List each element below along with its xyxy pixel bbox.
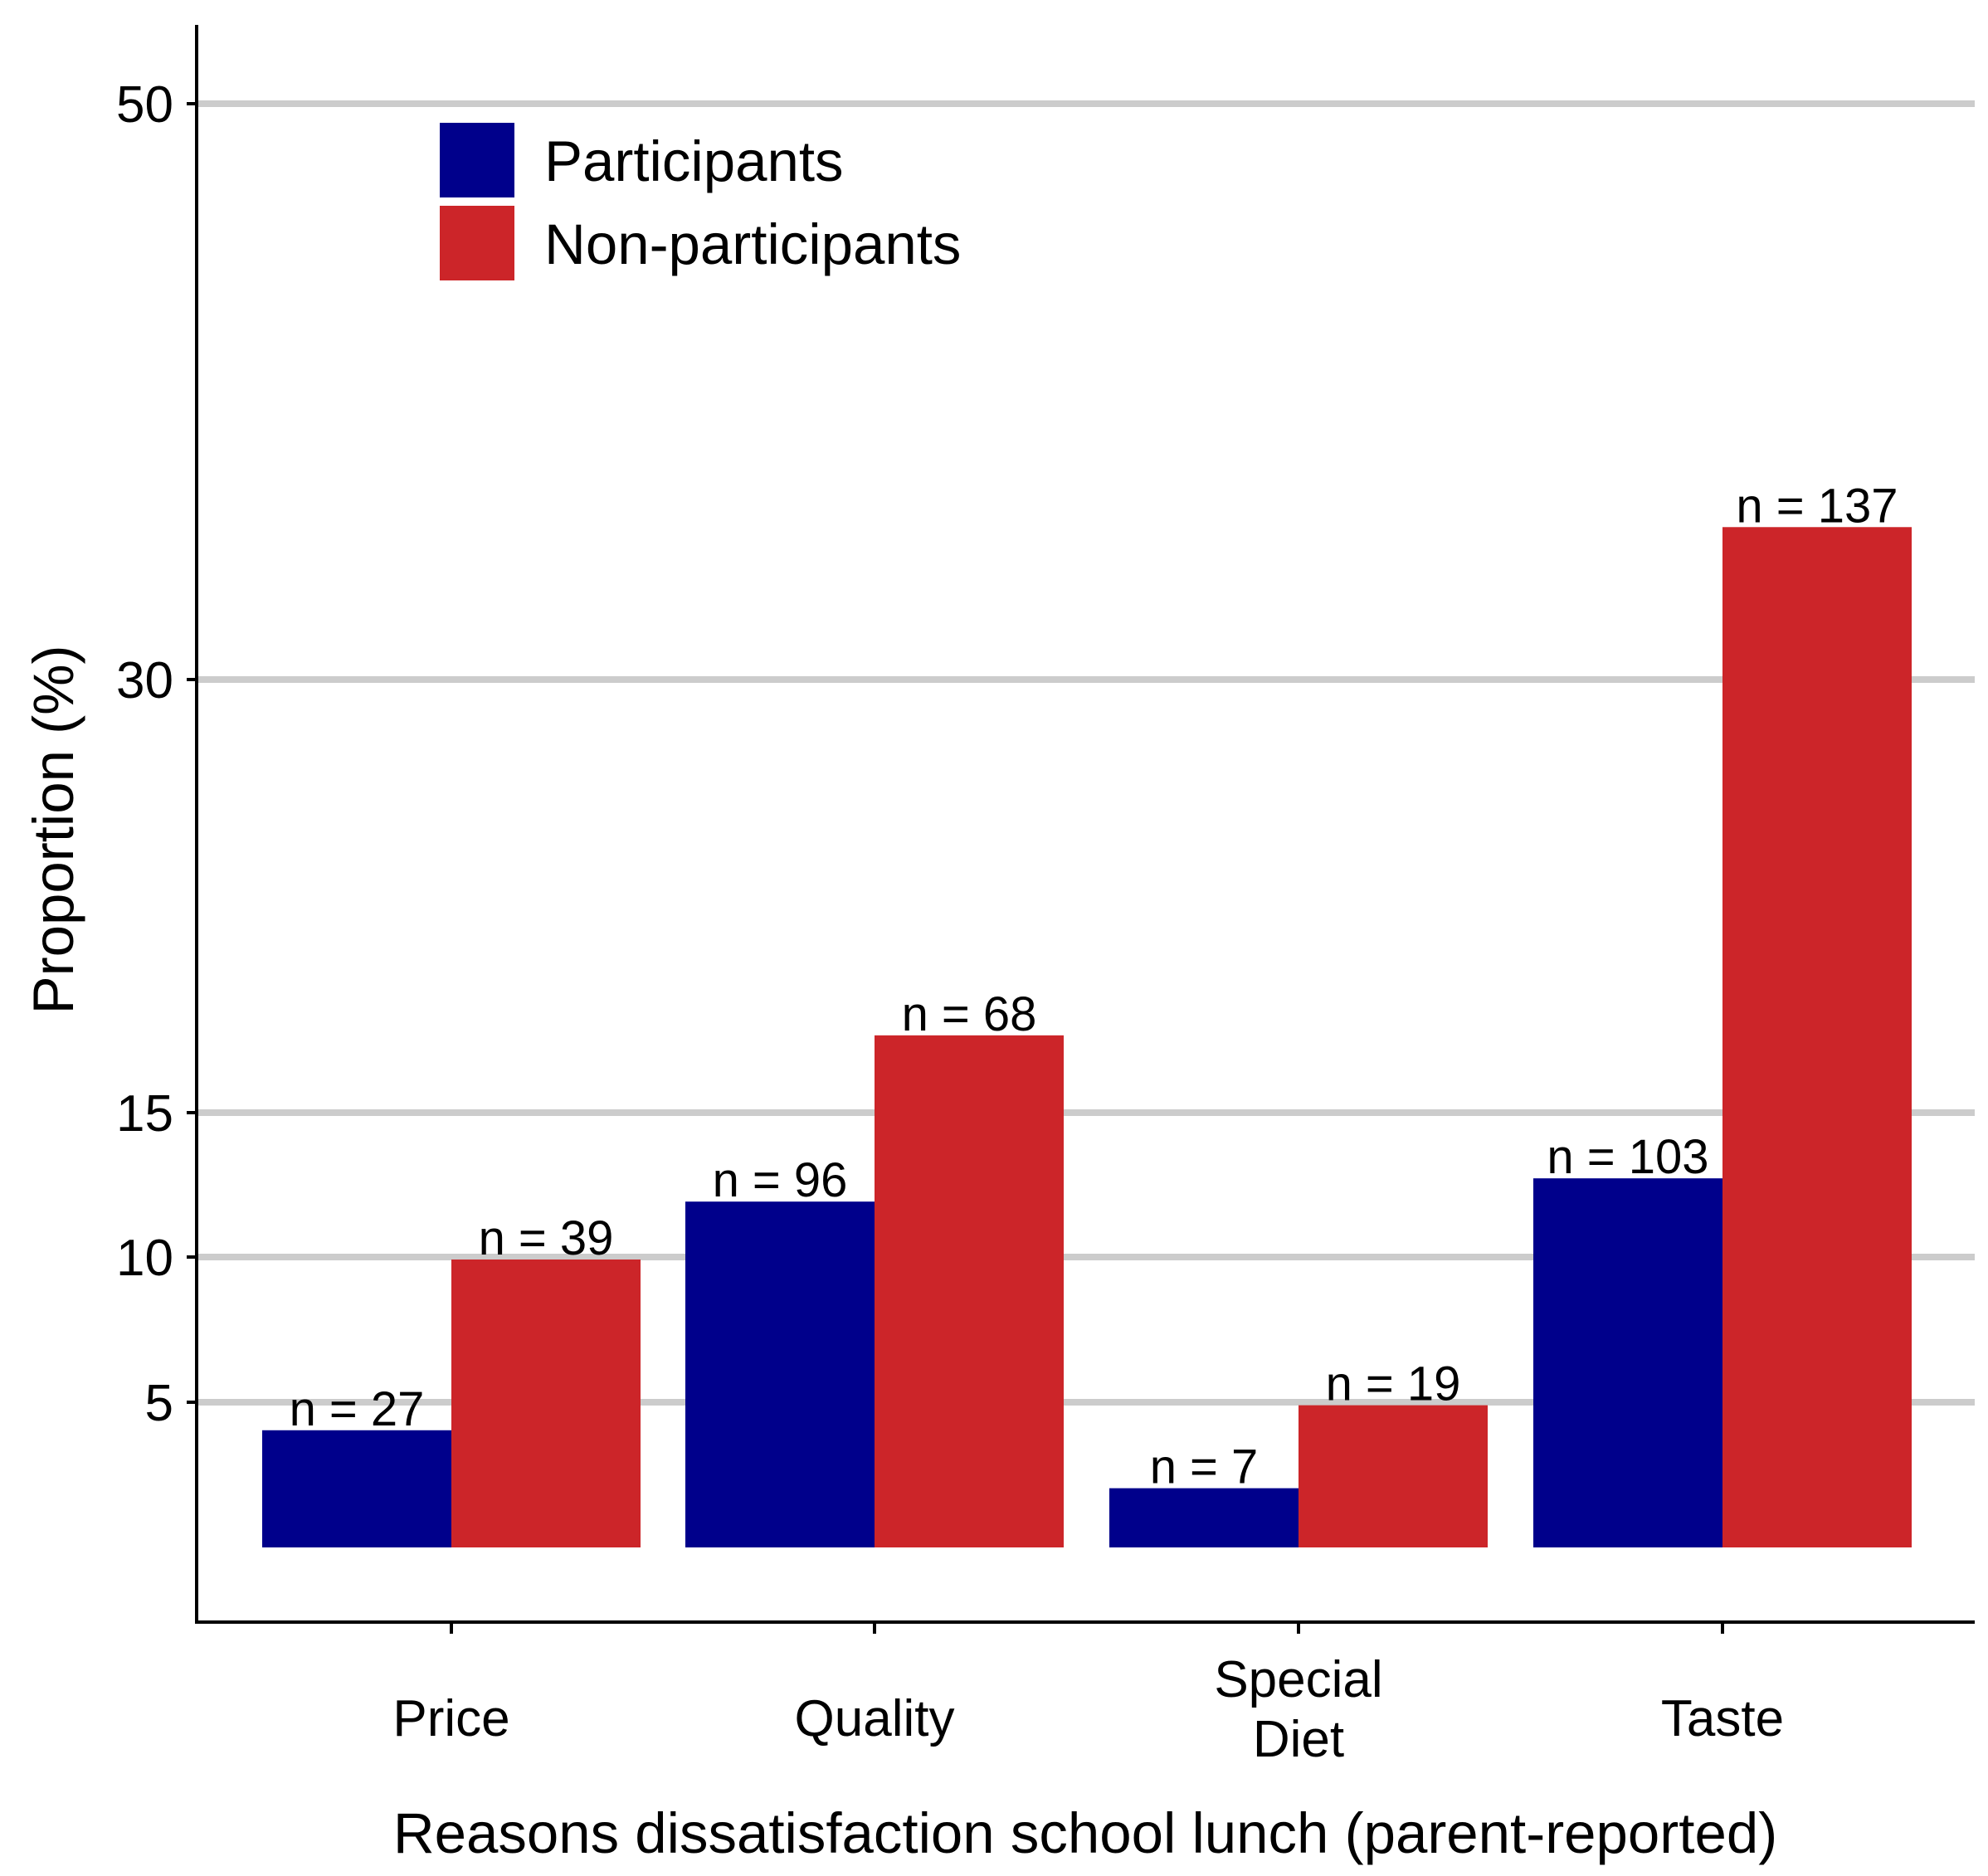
bar-non-participants-1	[875, 1035, 1064, 1547]
bar-participants-0	[262, 1430, 451, 1547]
bar-label-non-participants-2: n = 19	[1326, 1357, 1461, 1411]
bar-participants-2	[1109, 1488, 1299, 1547]
bar-label-non-participants-1: n = 68	[902, 987, 1037, 1041]
legend: Participants Non-participants	[440, 123, 961, 280]
bar-label-participants-1: n = 96	[713, 1153, 848, 1207]
x-tick-label-0: Price	[392, 1690, 509, 1747]
y-tick-label-30: 30	[116, 652, 173, 709]
legend-label-non-participants: Non-participants	[544, 212, 961, 276]
bar-non-participants-3	[1722, 527, 1912, 1547]
x-tick-label-3: Taste	[1661, 1690, 1784, 1747]
bar-participants-3	[1533, 1178, 1722, 1547]
bar-label-non-participants-3: n = 137	[1736, 479, 1898, 533]
legend-swatch-participants	[440, 123, 514, 197]
x-tick-label-line: Taste	[1661, 1690, 1784, 1747]
y-tick-label-50: 50	[116, 76, 173, 134]
legend-label-participants: Participants	[544, 129, 844, 193]
bar-participants-1	[685, 1201, 875, 1547]
bar-non-participants-2	[1299, 1405, 1488, 1547]
axes	[195, 25, 1975, 1624]
y-tick-label-5: 5	[145, 1375, 173, 1432]
x-tick-label-line: Diet	[1253, 1711, 1344, 1768]
x-tick-label-line: Quality	[795, 1690, 955, 1747]
y-tick-label-15: 15	[116, 1085, 173, 1143]
x-tick-label-1: Quality	[795, 1690, 955, 1747]
y-tick-label-10: 10	[116, 1230, 173, 1287]
bar-label-participants-0: n = 27	[290, 1382, 425, 1436]
bar-label-participants-3: n = 103	[1547, 1130, 1708, 1184]
bars	[262, 527, 1912, 1547]
x-axis-title: Reasons dissatisfaction school lunch (pa…	[393, 1801, 1777, 1865]
x-tick-label-2: Special Diet	[1214, 1651, 1382, 1768]
y-axis-title: Proportion (%)	[22, 646, 85, 1015]
legend-swatch-non-participants	[440, 206, 514, 280]
ticks: 5 10 15 30 50 Price Quality Special Diet Taste	[116, 76, 1784, 1768]
bar-value-labels: n = 27 n = 39 n = 96 n = 68 n = 7 n = 19 n = 1…	[290, 479, 1898, 1493]
bar-label-participants-2: n = 7	[1150, 1440, 1259, 1494]
bar-non-participants-0	[451, 1259, 641, 1547]
bar-label-non-participants-0: n = 39	[479, 1211, 614, 1265]
x-tick-label-line: Price	[392, 1690, 509, 1747]
x-tick-label-line: Special	[1214, 1651, 1382, 1708]
